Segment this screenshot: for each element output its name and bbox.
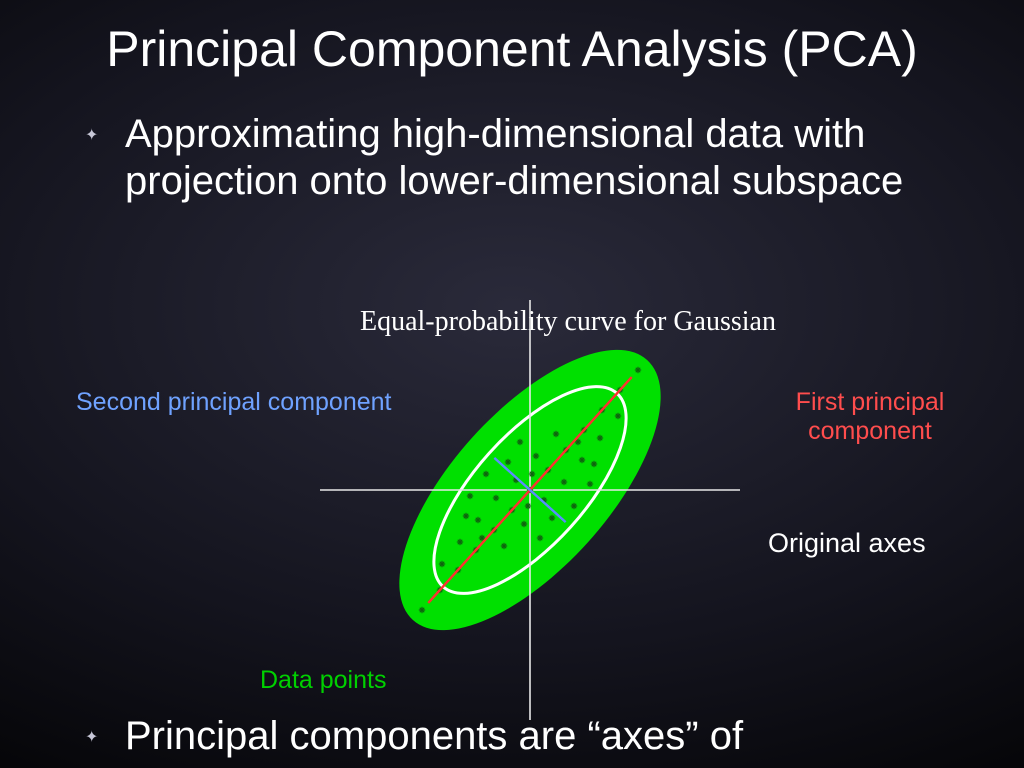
- bullet-1-text: Approximating high-dimensional data with…: [125, 111, 964, 205]
- bullet-icon: ✦: [85, 125, 107, 145]
- label-first-pc: First principal component: [780, 388, 960, 446]
- bullet-1: ✦ Approximating high-dimensional data wi…: [0, 111, 1024, 205]
- slide-title: Principal Component Analysis (PCA): [0, 0, 1024, 77]
- pca-diagram: Equal-probability curve for Gaussian Sec…: [0, 300, 1024, 720]
- bullet-2-text: Principal components are “axes” of: [125, 713, 743, 760]
- label-original-axes: Original axes: [768, 528, 926, 559]
- pca-plot: [320, 300, 740, 720]
- bullet-2: ✦ Principal components are “axes” of: [0, 713, 1024, 760]
- bullet-icon: ✦: [85, 727, 107, 747]
